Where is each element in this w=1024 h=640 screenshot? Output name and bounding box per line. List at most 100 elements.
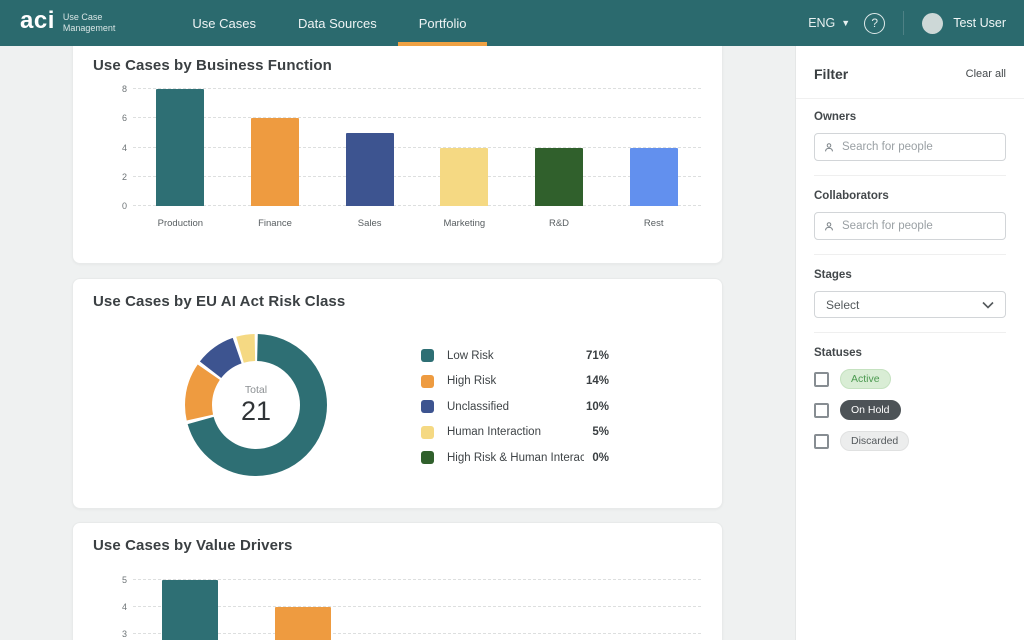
navbar-right: ENG ▼ ? Test User — [808, 0, 1024, 46]
collaborators-search-input[interactable] — [842, 220, 996, 232]
stages-select-value: Select — [826, 298, 859, 312]
help-icon[interactable]: ? — [864, 13, 885, 34]
collaborators-search-field[interactable] — [814, 212, 1006, 240]
language-label: ENG — [808, 16, 835, 30]
legend-percent: 5% — [592, 426, 609, 438]
main-nav: Use CasesData SourcesPortfolio — [171, 0, 487, 46]
legend-swatch — [421, 349, 434, 362]
bar-rest — [630, 148, 678, 207]
status-badge-discarded: Discarded — [840, 431, 909, 451]
x-axis-label: R&D — [512, 218, 607, 229]
x-axis-label: Production — [133, 218, 228, 229]
chart-title: Use Cases by EU AI Act Risk Class — [73, 279, 722, 310]
y-axis-tick: 4 — [103, 602, 127, 612]
value-drivers-card: Use Cases by Value Drivers 012345 — [72, 522, 723, 640]
top-navbar: aci Use Case Management Use CasesData So… — [0, 0, 1024, 46]
legend-row: High Risk 14% — [421, 375, 609, 388]
bar-1 — [275, 607, 331, 640]
app-logo[interactable]: aci Use Case Management — [0, 0, 129, 46]
legend-label: High Risk & Human Interac... — [447, 452, 584, 464]
legend-row: High Risk & Human Interac...0% — [421, 451, 609, 464]
donut-svg — [176, 325, 336, 485]
bars — [133, 580, 701, 640]
bar-slot — [360, 580, 474, 640]
y-axis-tick: 2 — [103, 172, 127, 182]
statuses-label: Statuses — [814, 347, 1006, 359]
stages-select[interactable]: Select — [814, 291, 1006, 318]
owners-search-field[interactable] — [814, 133, 1006, 161]
status-row-active: Active — [814, 369, 1006, 389]
owners-search-input[interactable] — [842, 141, 996, 153]
stages-label: Stages — [814, 269, 1006, 281]
x-axis-label: Marketing — [417, 218, 512, 229]
divider — [814, 254, 1006, 255]
nav-tab-use-cases[interactable]: Use Cases — [171, 0, 277, 46]
nav-tab-portfolio[interactable]: Portfolio — [398, 0, 488, 46]
y-axis-tick: 3 — [103, 629, 127, 639]
status-checkbox-discarded[interactable] — [814, 434, 829, 449]
legend-percent: 71% — [586, 350, 609, 362]
bar-slot — [133, 89, 228, 206]
navbar-divider — [903, 11, 904, 35]
legend-row: Human Interaction 5% — [421, 426, 609, 439]
avatar — [922, 13, 943, 34]
status-row-on-hold: On Hold — [814, 400, 1006, 420]
bar-slot — [474, 580, 588, 640]
bar-slot — [133, 580, 247, 640]
bar-slot — [322, 89, 417, 206]
user-name: Test User — [953, 16, 1006, 30]
filter-sidebar: Filter Clear all Owners Collaborators — [795, 46, 1024, 640]
x-axis-label: Finance — [228, 218, 323, 229]
status-row-discarded: Discarded — [814, 431, 1006, 451]
divider — [796, 98, 1024, 99]
bar-sales — [346, 133, 394, 206]
filter-title: Filter — [814, 66, 848, 82]
business-function-chart: 02468 — [133, 89, 701, 206]
y-axis-tick: 0 — [103, 201, 127, 211]
status-checkbox-active[interactable] — [814, 372, 829, 387]
legend-label: High Risk — [447, 375, 578, 387]
bar-finance — [251, 118, 299, 206]
y-axis-tick: 8 — [103, 84, 127, 94]
statuses-list: Active On Hold Discarded — [814, 369, 1006, 451]
bar-r-d — [535, 148, 583, 207]
chevron-down-icon — [982, 301, 994, 309]
donut-legend: Low Risk71%High Risk14%Unclassified10%Hu… — [421, 349, 609, 464]
legend-label: Human Interaction — [447, 426, 584, 438]
chart-title: Use Cases by Value Drivers — [73, 523, 722, 554]
bar-slot — [417, 89, 512, 206]
bar-slot — [512, 89, 607, 206]
legend-swatch — [421, 451, 434, 464]
bars — [133, 89, 701, 206]
value-drivers-chart: 012345 — [133, 580, 701, 640]
legend-label: Low Risk — [447, 350, 578, 362]
y-axis-tick: 6 — [103, 113, 127, 123]
chart-title: Use Cases by Business Function — [73, 46, 722, 74]
clear-all-button[interactable]: Clear all — [966, 68, 1006, 80]
legend-swatch — [421, 375, 434, 388]
bar-slot — [228, 89, 323, 206]
bar-slot — [606, 89, 701, 206]
chevron-down-icon: ▼ — [841, 18, 850, 28]
legend-percent: 10% — [586, 401, 609, 413]
legend-swatch — [421, 426, 434, 439]
bar-marketing — [440, 148, 488, 207]
nav-tab-data-sources[interactable]: Data Sources — [277, 0, 398, 46]
user-menu[interactable]: Test User — [922, 13, 1006, 34]
dashboard-content: Use Cases by Business Function 02468 Pro… — [0, 46, 795, 640]
risk-class-donut-chart: Total 21 — [176, 325, 336, 485]
legend-swatch — [421, 400, 434, 413]
logo-text: Use Case Management — [63, 12, 116, 34]
status-badge-active: Active — [840, 369, 891, 389]
language-selector[interactable]: ENG ▼ — [808, 16, 850, 30]
x-axis-label: Rest — [606, 218, 701, 229]
x-axis-label: Sales — [322, 218, 417, 229]
risk-class-card: Use Cases by EU AI Act Risk Class Total … — [72, 278, 723, 509]
business-function-card: Use Cases by Business Function 02468 Pro… — [72, 46, 723, 264]
x-axis-labels: ProductionFinanceSalesMarketingR&DRest — [133, 218, 701, 229]
status-checkbox-on-hold[interactable] — [814, 403, 829, 418]
logo-mark: aci — [20, 9, 55, 37]
legend-percent: 14% — [586, 375, 609, 387]
owners-label: Owners — [814, 111, 1006, 123]
divider — [814, 175, 1006, 176]
